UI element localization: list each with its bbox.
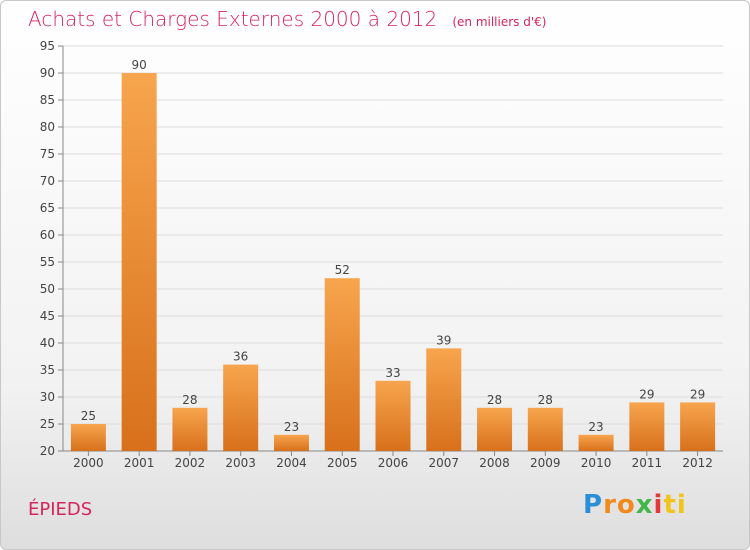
- logo-letter: o: [616, 490, 636, 520]
- y-tick-label: 70: [40, 174, 55, 188]
- bar: [426, 348, 462, 451]
- logo-letter: x: [635, 490, 654, 520]
- data-label: 39: [436, 333, 451, 347]
- x-tick-label: 2006: [378, 456, 409, 470]
- y-tick-label: 90: [40, 66, 55, 80]
- y-tick-label: 50: [40, 282, 55, 296]
- y-tick-label: 60: [40, 228, 55, 242]
- logo-letter: i: [676, 490, 687, 520]
- data-label: 29: [639, 387, 654, 401]
- logo-letter: P: [583, 490, 604, 520]
- proxiti-logo: Proxiti: [583, 490, 687, 520]
- bar: [629, 402, 665, 451]
- bar: [70, 424, 106, 451]
- data-label: 90: [132, 58, 147, 72]
- x-tick-label: 2012: [682, 456, 713, 470]
- data-label: 23: [284, 420, 299, 434]
- bar: [121, 73, 157, 451]
- chart-title: Achats et Charges Externes 2000 à 2012: [28, 7, 438, 31]
- x-tick-label: 2009: [530, 456, 561, 470]
- y-tick-label: 25: [40, 417, 55, 431]
- y-tick-label: 45: [40, 309, 55, 323]
- y-tick-label: 65: [40, 201, 55, 215]
- data-label: 28: [487, 393, 502, 407]
- x-tick-label: 2003: [225, 456, 256, 470]
- y-tick-label: 55: [40, 255, 55, 269]
- data-label: 33: [385, 366, 400, 380]
- data-label: 25: [81, 409, 96, 423]
- logo-letter: r: [603, 490, 617, 520]
- x-tick-label: 2004: [276, 456, 307, 470]
- data-label: 23: [588, 420, 603, 434]
- x-tick-label: 2010: [581, 456, 612, 470]
- y-tick-label: 30: [40, 390, 55, 404]
- logo-letter: i: [653, 490, 664, 520]
- chart-unit: (en milliers d'€): [452, 15, 547, 29]
- bar: [578, 434, 614, 451]
- bar: [375, 380, 411, 451]
- y-tick-label: 35: [40, 363, 55, 377]
- bar: [172, 407, 208, 451]
- data-label: 36: [233, 350, 248, 364]
- bar: [527, 407, 563, 451]
- commune-name: ÉPIEDS: [28, 499, 93, 520]
- bar: [273, 434, 309, 451]
- data-label: 28: [182, 393, 197, 407]
- x-tick-label: 2008: [479, 456, 510, 470]
- data-label: 29: [690, 387, 705, 401]
- x-tick-label: 2011: [632, 456, 663, 470]
- x-tick-label: 2005: [327, 456, 358, 470]
- y-tick-label: 95: [40, 39, 55, 53]
- x-tick-label: 2000: [73, 456, 104, 470]
- x-tick-label: 2007: [428, 456, 459, 470]
- y-tick-label: 85: [40, 93, 55, 107]
- title-line: Achats et Charges Externes 2000 à 2012 (…: [28, 7, 546, 31]
- data-label: 28: [538, 393, 553, 407]
- y-tick-label: 20: [40, 444, 55, 458]
- data-label: 52: [335, 263, 350, 277]
- y-tick-label: 40: [40, 336, 55, 350]
- x-tick-label: 2002: [175, 456, 206, 470]
- bar: [477, 407, 513, 451]
- bar: [223, 364, 259, 451]
- logo-letter: t: [663, 490, 677, 520]
- y-tick-label: 80: [40, 120, 55, 134]
- bar: [324, 278, 360, 451]
- bar: [680, 402, 716, 451]
- x-tick-label: 2001: [124, 456, 155, 470]
- y-tick-label: 75: [40, 147, 55, 161]
